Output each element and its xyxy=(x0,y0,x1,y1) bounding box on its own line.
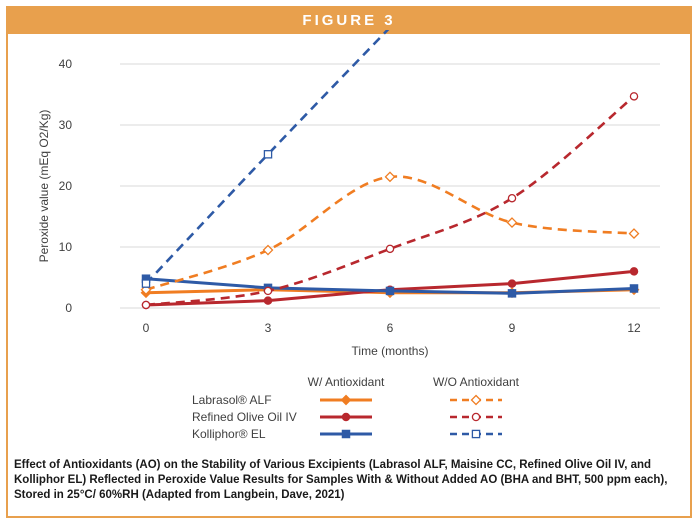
x-axis-label: Time (months) xyxy=(352,344,429,358)
legend-marker xyxy=(470,394,482,406)
y-axis-label: Peroxide value (mEq O2/Kg) xyxy=(37,110,51,263)
legend-header-with-ao: W/ Antioxidant xyxy=(308,375,385,389)
legend-label: Refined Olive Oil IV xyxy=(192,410,297,424)
y-tick-label: 40 xyxy=(59,57,73,71)
series-line xyxy=(145,175,635,291)
legend-marker xyxy=(471,412,481,422)
x-tick-label: 9 xyxy=(509,321,516,335)
y-tick-label: 30 xyxy=(59,118,73,132)
data-point xyxy=(262,244,274,256)
data-point xyxy=(141,300,151,310)
data-point xyxy=(385,286,395,296)
legend: W/ Antioxidant W/O Antioxidant Labrasol® A… xyxy=(192,375,520,441)
data-point xyxy=(629,92,639,101)
series-line xyxy=(145,95,635,307)
data-point xyxy=(384,171,396,183)
figure-caption: Effect of Antioxidants (AO) on the Stabi… xyxy=(14,459,668,501)
series-lines xyxy=(140,30,640,310)
data-point xyxy=(507,193,517,203)
legend-marker xyxy=(471,429,481,439)
legend-marker xyxy=(341,429,351,439)
y-tick-label: 10 xyxy=(59,240,73,254)
gridlines xyxy=(120,63,660,309)
x-tick-label: 12 xyxy=(627,321,641,335)
data-point xyxy=(263,150,273,159)
series-without-diamond xyxy=(140,171,640,296)
series-without-square xyxy=(141,30,390,288)
figure-label: FIGURE 3 xyxy=(8,8,690,34)
data-point xyxy=(141,279,151,288)
data-point xyxy=(629,284,639,293)
data-point xyxy=(263,296,273,305)
x-tick-labels: 0 3 6 9 12 xyxy=(143,321,641,335)
x-tick-label: 0 xyxy=(143,321,150,335)
data-point xyxy=(628,228,640,239)
data-point xyxy=(629,267,639,276)
legend-label: Kolliphor® EL xyxy=(192,427,266,441)
y-tick-label: 20 xyxy=(59,179,73,193)
data-point xyxy=(385,244,395,254)
x-tick-label: 6 xyxy=(387,321,394,335)
legend-header-without-ao: W/O Antioxidant xyxy=(433,375,520,389)
series-without-circle xyxy=(141,92,639,310)
data-point xyxy=(263,286,273,296)
legend-marker xyxy=(341,412,351,422)
data-point xyxy=(506,217,518,229)
data-point xyxy=(507,279,517,288)
legend-marker xyxy=(340,394,352,406)
y-tick-label: 0 xyxy=(65,301,72,315)
legend-label: Labrasol® ALF xyxy=(192,393,272,407)
data-point xyxy=(507,289,517,298)
x-tick-label: 3 xyxy=(265,321,272,335)
y-tick-labels: 0 10 20 30 40 xyxy=(59,57,73,315)
